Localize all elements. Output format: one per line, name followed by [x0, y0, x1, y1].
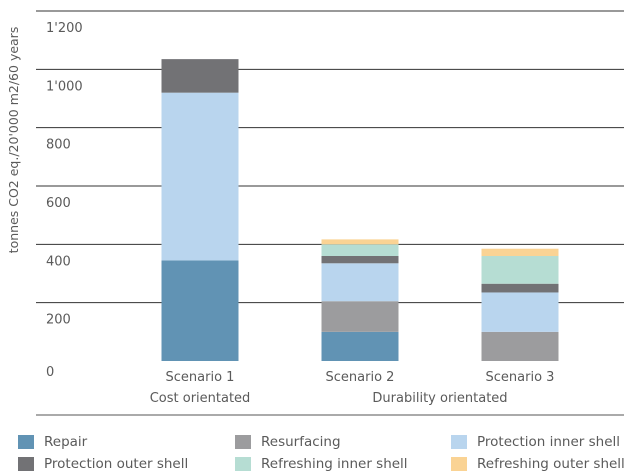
legend-label: Refreshing outer shell: [477, 456, 624, 472]
bar-segment: [161, 92, 239, 261]
bar-segment: [321, 263, 399, 302]
category-labels: Scenario 1 Scenario 2 Scenario 3 Cost orien…: [150, 370, 555, 406]
bar-segment: [321, 256, 399, 264]
bar-segment: [481, 292, 559, 332]
y-tick-label: 1'000: [46, 79, 83, 94]
y-tick-labels: 0 200 400 600 800 1'000 1'200: [46, 21, 83, 380]
y-tick-label: 200: [46, 313, 71, 328]
bar-segment: [321, 301, 399, 332]
y-tick-label: 1'200: [46, 21, 83, 36]
bar-segment: [321, 331, 399, 361]
legend-item: Resurfacing: [235, 433, 451, 451]
bar-segment: [321, 244, 399, 256]
y-tick-label: 800: [46, 138, 71, 153]
x-tick-label: Scenario 1: [166, 370, 235, 385]
x-tick-label: Scenario 2: [326, 370, 395, 385]
group-label: Durability orientated: [372, 391, 507, 406]
legend-swatch: [18, 457, 34, 471]
legend: Repair Resurfacing Protection inner shell P…: [18, 433, 624, 473]
legend-label: Refreshing inner shell: [261, 456, 408, 472]
bar-segment: [481, 331, 559, 361]
y-tick-label: 600: [46, 196, 71, 211]
bar-segment: [481, 283, 559, 293]
legend-label: Resurfacing: [261, 434, 341, 450]
bar-segment: [161, 260, 239, 361]
legend-item: Refreshing outer shell: [451, 455, 624, 473]
y-tick-label: 0: [46, 365, 54, 380]
legend-item: Protection outer shell: [18, 455, 235, 473]
legend-swatch: [18, 435, 34, 449]
y-axis-label: tonnes CO2 eq./20'000 m2/60 years: [6, 27, 21, 254]
bar-segment: [481, 248, 559, 256]
bar-segment: [161, 59, 239, 93]
legend-label: Protection outer shell: [44, 456, 189, 472]
y-tick-label: 400: [46, 254, 71, 269]
legend-swatch: [451, 435, 467, 449]
legend-item: Repair: [18, 433, 235, 451]
legend-label: Repair: [44, 434, 88, 450]
bar-segment: [321, 239, 399, 245]
x-tick-label: Scenario 3: [486, 370, 555, 385]
bars: [161, 59, 559, 361]
legend-swatch: [451, 457, 467, 471]
bar-segment: [481, 256, 559, 284]
legend-label: Protection inner shell: [477, 434, 620, 450]
group-label: Cost orientated: [150, 391, 251, 406]
legend-swatch: [235, 457, 251, 471]
legend-swatch: [235, 435, 251, 449]
legend-item: Refreshing inner shell: [235, 455, 451, 473]
legend-item: Protection inner shell: [451, 433, 624, 451]
